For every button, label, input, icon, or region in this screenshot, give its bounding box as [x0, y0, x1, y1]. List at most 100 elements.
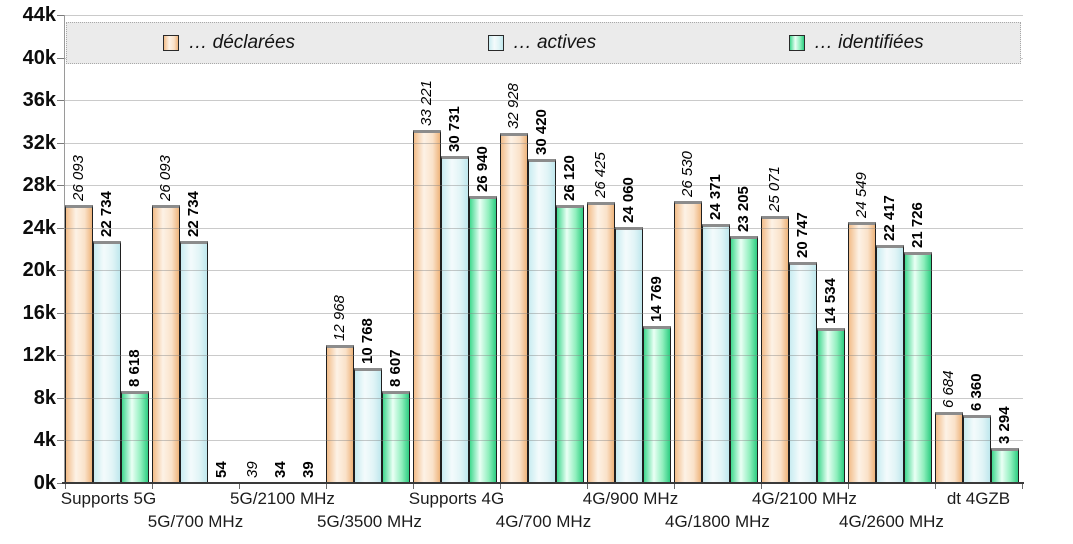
x-category-label: Supports 4G [408, 489, 505, 508]
y-tick-label: 28k [22, 174, 56, 196]
bar [963, 415, 991, 483]
x-tick-mark [152, 484, 153, 489]
gridline [65, 100, 1023, 101]
x-tick-mark [674, 484, 675, 489]
bar [413, 130, 441, 483]
legend-swatch-declarees [163, 35, 180, 51]
bar [848, 222, 876, 483]
x-tick-mark [65, 484, 66, 489]
x-category-label: 5G/700 MHz [147, 512, 244, 531]
bar [935, 412, 963, 483]
bar [469, 196, 497, 483]
bar [152, 205, 180, 483]
y-tick-label: 4k [33, 429, 56, 451]
y-tick-mark [57, 58, 64, 59]
legend-item-actives: … actives [487, 32, 597, 54]
bar-value-label: 8 607 [387, 349, 404, 387]
bar [441, 156, 469, 483]
bar-value-label: 3 294 [996, 406, 1013, 444]
x-category-label: dt 4GZB [946, 489, 1011, 508]
bar [65, 205, 93, 483]
x-tick-mark [587, 484, 588, 489]
y-tick-mark [57, 270, 64, 271]
bar [587, 202, 615, 483]
y-tick-mark [57, 143, 64, 144]
bar [180, 241, 208, 483]
y-tick-mark [57, 100, 64, 101]
bar-value-label: 14 534 [822, 278, 839, 324]
bar-value-label: 22 734 [98, 191, 115, 237]
bar-value-label: 22 734 [185, 191, 202, 237]
bar-value-label: 26 530 [679, 151, 696, 197]
bar-value-label: 24 371 [707, 174, 724, 220]
x-tick-mark [848, 484, 849, 489]
bar-value-label: 32 928 [505, 83, 522, 129]
legend: … déclarées … actives … identifiées [66, 22, 1021, 64]
x-tick-mark [500, 484, 501, 489]
bar [354, 368, 382, 483]
bar [93, 241, 121, 483]
x-tick-mark [413, 484, 414, 489]
x-category-label: 5G/3500 MHz [317, 512, 422, 531]
y-tick-label: 32k [22, 132, 56, 154]
bar-value-label: 39 [244, 461, 261, 478]
legend-label-declarees: … déclarées [188, 32, 296, 53]
bar [643, 326, 671, 483]
x-category-label: 4G/2100 MHz [752, 489, 857, 508]
bar [500, 133, 528, 483]
bar [702, 224, 730, 483]
bar-value-label: 23 205 [735, 186, 752, 232]
bar-value-label: 26 425 [592, 152, 609, 198]
gridline [65, 15, 1023, 16]
legend-label-identifiees: … identifiées [813, 32, 924, 53]
bar-value-label: 10 768 [359, 318, 376, 364]
y-tick-mark [57, 440, 64, 441]
y-tick-mark [57, 313, 64, 314]
bar-value-label: 12 968 [331, 295, 348, 341]
bar-value-label: 33 221 [418, 80, 435, 126]
x-category-label: 4G/2600 MHz [839, 512, 944, 531]
bar [761, 216, 789, 483]
bar [326, 345, 354, 483]
bar [789, 262, 817, 483]
y-axis-line [64, 15, 65, 483]
bar-value-label: 6 360 [968, 373, 985, 411]
bar-value-label: 26 093 [70, 155, 87, 201]
x-category-label: Supports 5G [60, 489, 157, 508]
bar-value-label: 25 071 [766, 166, 783, 212]
y-tick-label: 16k [22, 302, 56, 324]
y-tick-mark [57, 228, 64, 229]
bar [615, 227, 643, 483]
legend-item-declarees: … déclarées [163, 32, 295, 54]
y-tick-mark [57, 355, 64, 356]
x-tick-mark [761, 484, 762, 489]
bar [991, 448, 1019, 483]
bar-value-label: 26 120 [561, 155, 578, 201]
y-tick-label: 8k [33, 387, 56, 409]
bar-value-label: 14 769 [648, 276, 665, 322]
y-tick-mark [57, 483, 64, 484]
bar-value-label: 6 684 [940, 370, 957, 408]
legend-swatch-identifiees [788, 35, 805, 51]
bar-value-label: 30 731 [446, 106, 463, 152]
y-tick-mark [57, 398, 64, 399]
bar [528, 159, 556, 483]
x-axis-line [62, 482, 1024, 484]
bar-value-label: 8 618 [126, 349, 143, 387]
bar [904, 252, 932, 483]
bar [556, 205, 584, 483]
bar-value-label: 39 [300, 461, 317, 478]
bar-value-label: 22 417 [881, 195, 898, 241]
bar [730, 236, 758, 483]
y-tick-label: 40k [22, 47, 56, 69]
y-tick-mark [57, 15, 64, 16]
legend-label-actives: … actives [512, 32, 597, 53]
bar-value-label: 21 726 [909, 202, 926, 248]
y-tick-label: 36k [22, 89, 56, 111]
y-tick-label: 24k [22, 217, 56, 239]
x-tick-mark [935, 484, 936, 489]
legend-item-identifiees: … identifiées [788, 32, 924, 54]
bar-value-label: 30 420 [533, 109, 550, 155]
bar [121, 391, 149, 483]
